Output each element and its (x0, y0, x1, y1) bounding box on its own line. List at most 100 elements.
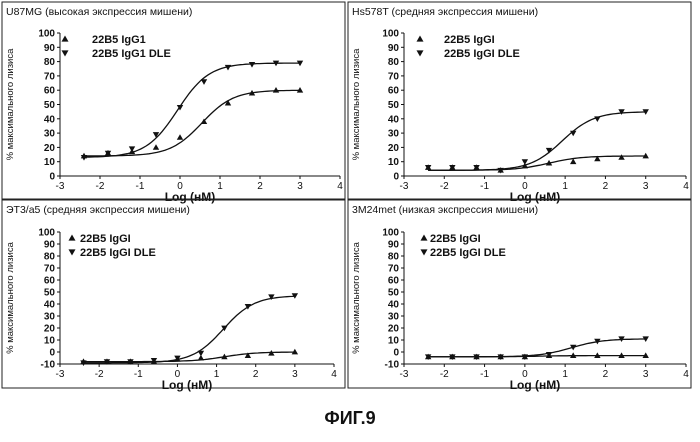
y-tick-label: 80 (388, 57, 400, 68)
x-tick-label: 3 (297, 181, 303, 192)
y-tick-label: 40 (388, 300, 400, 311)
y-tick-label: 10 (388, 336, 400, 347)
y-tick-label: 10 (388, 157, 400, 168)
legend-marker (62, 50, 69, 56)
y-tick-label: -10 (41, 360, 56, 371)
chart-title: Hs578T (средняя экспрессия мишени) (352, 6, 538, 18)
series-line (84, 90, 300, 156)
x-tick-label: -1 (136, 181, 145, 192)
y-tick-label: 50 (44, 100, 56, 111)
legend-marker (69, 235, 76, 241)
legend-label: 22B5 IgGI DLE (80, 247, 156, 259)
y-tick-label: 90 (388, 43, 400, 54)
y-tick-label: 100 (382, 228, 399, 239)
x-tick-label: 4 (683, 369, 689, 380)
x-tick-label: 2 (257, 181, 263, 192)
y-tick-label: 30 (44, 129, 56, 140)
x-tick-label: 1 (217, 181, 223, 192)
panel-4: 3M24met (низкая экспрессия мишени)-10010… (348, 200, 691, 392)
x-tick-label: -2 (440, 181, 449, 192)
chart-title: ЭТ3/а5 (средняя экспрессия мишени) (6, 204, 190, 216)
legend-marker (421, 249, 428, 255)
legend-marker (421, 235, 428, 241)
series-line (84, 63, 300, 157)
y-tick-label: 40 (388, 114, 400, 125)
x-tick-label: 2 (603, 181, 609, 192)
y-tick-label: 60 (44, 86, 56, 97)
data-point (594, 116, 600, 122)
y-tick-label: 80 (388, 252, 400, 263)
legend-marker (62, 36, 69, 42)
y-tick-label: 0 (49, 348, 55, 359)
y-tick-label: 0 (393, 348, 399, 359)
y-tick-label: 70 (44, 71, 56, 82)
series-line (428, 339, 646, 357)
x-tick-label: -1 (480, 369, 489, 380)
y-tick-label: 40 (44, 300, 56, 311)
legend-label: 22B5 IgGI (444, 34, 495, 46)
legend-marker (69, 249, 76, 255)
x-tick-label: 4 (331, 369, 337, 380)
panel-frame (348, 200, 691, 388)
chart-title: U87MG (высокая экспрессия мишени) (6, 6, 192, 18)
y-tick-label: 10 (44, 157, 56, 168)
y-tick-label: 100 (382, 29, 399, 40)
x-tick-label: 3 (292, 369, 298, 380)
data-point (198, 351, 204, 357)
x-tick-label: 1 (562, 181, 568, 192)
x-tick-label: -3 (400, 369, 409, 380)
y-axis-label: % максимального лизиса (5, 241, 16, 353)
legend-marker (417, 50, 424, 56)
x-tick-label: 1 (214, 369, 220, 380)
x-tick-label: -3 (56, 181, 65, 192)
y-tick-label: 20 (44, 143, 56, 154)
data-point (273, 87, 279, 93)
y-tick-label: 60 (388, 86, 400, 97)
panel-1: U87MG (высокая экспрессия мишени)0102030… (2, 2, 345, 204)
y-tick-label: 30 (44, 312, 56, 323)
x-tick-label: 2 (253, 369, 259, 380)
x-tick-label: 1 (562, 369, 568, 380)
x-tick-label: -3 (56, 369, 65, 380)
x-axis-label: Log (нМ) (162, 378, 213, 392)
y-tick-label: 50 (388, 100, 400, 111)
y-axis-label: % максимального лизиса (351, 241, 362, 353)
y-tick-label: 0 (393, 172, 399, 183)
y-tick-label: -10 (385, 360, 400, 371)
y-axis-label: % максимального лизиса (5, 48, 16, 160)
data-point (618, 109, 624, 115)
x-tick-label: 4 (337, 181, 343, 192)
y-tick-label: 30 (388, 129, 400, 140)
data-point (618, 154, 624, 160)
panel-3: ЭТ3/а5 (средняя экспрессия мишени)-10010… (2, 200, 345, 392)
y-tick-label: 90 (44, 43, 56, 54)
y-tick-label: 50 (44, 288, 56, 299)
y-axis-label: % максимального лизиса (351, 48, 362, 160)
x-tick-label: 2 (603, 369, 609, 380)
legend-label: 22B5 IgG1 DLE (92, 48, 171, 60)
y-tick-label: 100 (38, 228, 55, 239)
data-point (249, 62, 255, 68)
y-tick-label: 20 (388, 324, 400, 335)
y-tick-label: 100 (38, 29, 55, 40)
y-tick-label: 50 (388, 288, 400, 299)
legend-label: 22B5 IgGI DLE (444, 48, 520, 60)
x-tick-label: -1 (480, 181, 489, 192)
y-tick-label: 20 (44, 324, 56, 335)
legend-label: 22B5 IgGI (430, 233, 481, 245)
chart-title: 3M24met (низкая экспрессия мишени) (352, 204, 538, 216)
y-tick-label: 10 (44, 336, 56, 347)
x-tick-label: 3 (643, 369, 649, 380)
y-tick-label: 30 (388, 312, 400, 323)
panel-frame (348, 2, 691, 199)
y-tick-label: 40 (44, 114, 56, 125)
x-tick-label: -2 (95, 369, 104, 380)
y-tick-label: 80 (44, 57, 56, 68)
x-axis-label: Log (нМ) (510, 378, 561, 392)
x-axis-label: Log (нМ) (510, 190, 561, 204)
series-line (84, 352, 295, 362)
data-point (153, 144, 159, 150)
x-axis-label: Log (нМ) (165, 190, 216, 204)
data-point (177, 134, 183, 140)
